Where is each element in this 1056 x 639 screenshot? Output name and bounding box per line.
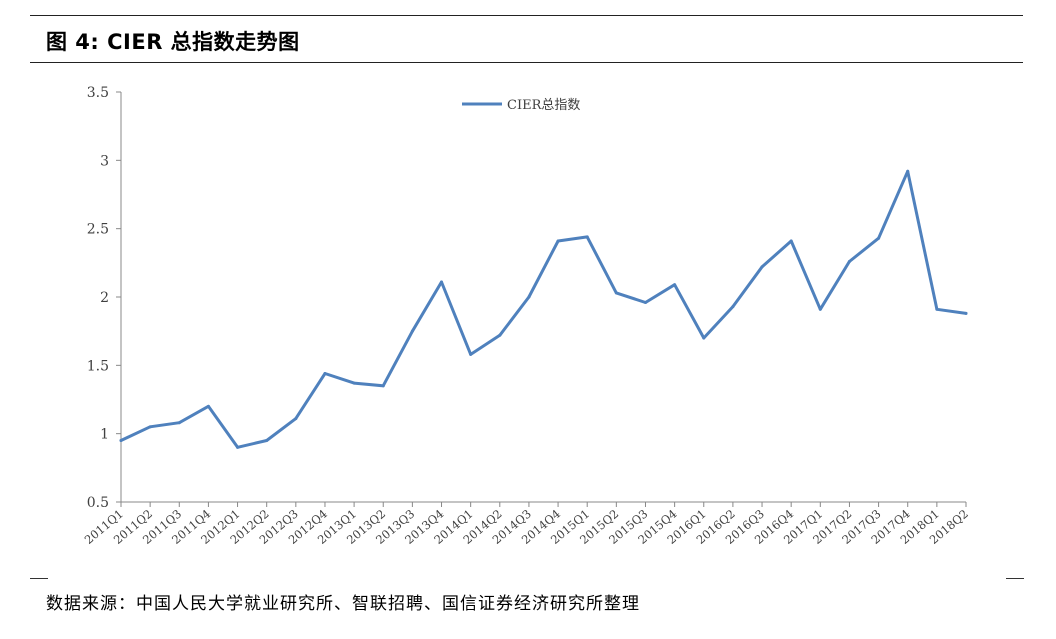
data-point: [877, 236, 881, 240]
data-point: [906, 169, 910, 173]
data-point: [206, 404, 210, 408]
figure-title: 图 4: CIER 总指数走势图: [46, 30, 300, 54]
data-point: [527, 295, 531, 299]
cier-line-chart: 0.511.522.533.52011Q12011Q22011Q32011Q42…: [82, 85, 971, 547]
legend-label: CIER总指数: [507, 98, 580, 113]
data-point: [673, 283, 677, 287]
data-point: [614, 291, 618, 295]
data-point: [381, 384, 385, 388]
data-point: [440, 280, 444, 284]
data-point: [352, 381, 356, 385]
data-point: [760, 265, 764, 269]
y-tick-label: 2: [100, 290, 109, 306]
y-tick-label: 1: [100, 427, 109, 443]
data-point: [964, 311, 968, 315]
data-point: [818, 307, 822, 311]
source-note: 数据来源：中国人民大学就业研究所、智联招聘、国信证券经济研究所整理: [46, 594, 640, 614]
y-tick-label: 0.5: [87, 495, 109, 511]
data-point: [323, 372, 327, 376]
data-point: [469, 352, 473, 356]
data-point: [847, 259, 851, 263]
data-point: [498, 333, 502, 337]
data-point: [236, 445, 240, 449]
data-point: [265, 439, 269, 442]
footer-left-mark: [30, 578, 48, 579]
data-point: [643, 300, 647, 304]
top-rule: [30, 15, 1023, 16]
data-point: [294, 417, 298, 421]
footer-right-mark: [1006, 578, 1024, 579]
y-tick-label: 3: [100, 153, 109, 169]
y-tick-label: 3.5: [87, 85, 109, 101]
data-point: [789, 239, 793, 243]
title-rule: [30, 62, 1023, 63]
data-point: [585, 235, 589, 239]
data-point: [410, 329, 414, 333]
y-tick-label: 2.5: [87, 222, 109, 238]
data-point: [556, 239, 560, 243]
data-point: [935, 307, 939, 311]
y-tick-label: 1.5: [87, 358, 109, 374]
data-point: [148, 425, 152, 429]
series-line: [119, 169, 968, 449]
data-point: [731, 305, 735, 309]
data-point: [177, 421, 181, 425]
data-point: [119, 439, 123, 442]
data-point: [702, 336, 706, 340]
